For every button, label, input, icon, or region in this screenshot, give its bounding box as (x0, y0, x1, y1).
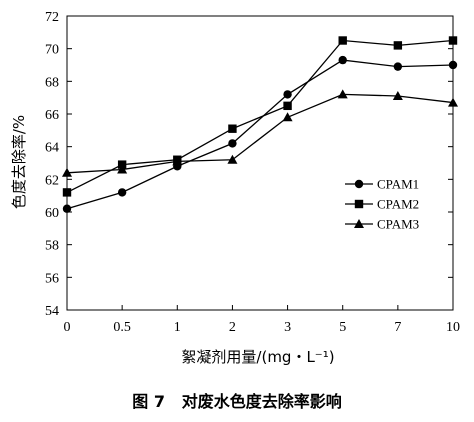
data-point-cpam3 (172, 156, 183, 166)
legend-label: CPAM3 (377, 217, 419, 232)
legend-label: CPAM1 (377, 177, 419, 192)
data-point-cpam2 (448, 36, 458, 45)
x-tick-label: 2 (229, 320, 236, 335)
series-line-cpam1 (66, 59, 454, 210)
data-point-cpam2 (62, 188, 72, 197)
legend-entry-cpam2: CPAM2 (345, 197, 419, 212)
y-tick-label: 66 (45, 108, 59, 123)
data-point-cpam2 (228, 124, 237, 133)
x-tick-label: 0.5 (113, 320, 131, 335)
y-tick-label: 54 (45, 304, 59, 319)
data-point-cpam1 (62, 204, 72, 213)
data-point-cpam3 (227, 154, 238, 164)
data-point-cpam1 (338, 55, 347, 65)
y-tick-label: 60 (45, 206, 59, 221)
data-point-cpam2 (338, 36, 347, 45)
data-point-cpam1 (228, 139, 237, 148)
figure-title: 对废水色度去除率影响 (181, 392, 342, 411)
y-tick-label: 64 (45, 141, 59, 156)
legend: CPAM1 CPAM2 CPAM3 (345, 177, 419, 232)
y-tick-label: 56 (45, 271, 59, 286)
data-point-cpam3 (392, 91, 403, 101)
data-point-cpam1 (117, 188, 127, 197)
data-point-cpam2 (393, 41, 403, 50)
series-cpam3 (62, 89, 458, 177)
legend-marker (354, 199, 364, 209)
y-tick-label: 62 (45, 173, 59, 188)
data-point-cpam3 (117, 164, 128, 174)
data-point-cpam3 (448, 97, 458, 107)
x-tick-label: 0 (64, 320, 71, 335)
legend-marker (354, 219, 364, 228)
data-point-cpam3 (62, 167, 72, 177)
series-cpam1 (62, 55, 458, 213)
data-point-cpam3 (337, 89, 348, 99)
legend-label: CPAM2 (377, 197, 419, 212)
data-point-cpam1 (448, 60, 458, 70)
data-point-cpam1 (283, 90, 292, 99)
data-point-cpam1 (393, 62, 403, 71)
legend-marker (354, 179, 364, 189)
data-point-cpam2 (283, 101, 292, 111)
legend-entry-cpam3: CPAM3 (345, 217, 419, 232)
data-point-cpam3 (282, 112, 293, 122)
legend-entry-cpam1: CPAM1 (345, 177, 419, 192)
x-tick-label: 10 (446, 320, 460, 335)
series-line-cpam2 (66, 39, 454, 193)
series-line-cpam3 (66, 93, 454, 174)
x-axis-label: 絮凝剂用量/(mg・L⁻¹) (181, 348, 334, 366)
figure-number: 图 7 (132, 392, 165, 411)
y-tick-label: 72 (45, 10, 59, 25)
y-tick-label: 70 (45, 43, 59, 58)
y-axis-label: 色度去除率/% (10, 115, 28, 209)
x-tick-label: 1 (174, 320, 181, 335)
figure-caption: 图 7 对废水色度去除率影响 (0, 388, 474, 412)
y-tick-label: 68 (45, 75, 59, 90)
x-tick-label: 7 (394, 320, 401, 335)
plot-frame (66, 15, 454, 311)
x-tick-label: 3 (284, 320, 291, 335)
y-tick-label: 58 (45, 239, 59, 254)
x-tick-label: 5 (339, 320, 346, 335)
